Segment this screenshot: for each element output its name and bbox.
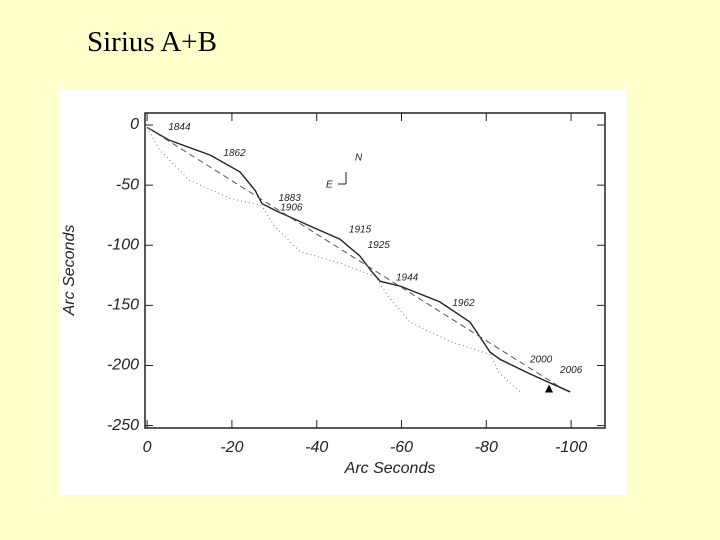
slide-title: Sirius A+B: [87, 26, 217, 58]
triangle-marker: [545, 384, 554, 393]
year-label: 2006: [559, 365, 583, 376]
plot-frame: [144, 112, 606, 429]
year-label: 1915: [349, 224, 372, 235]
x-tick-label: -60: [390, 439, 413, 456]
year-label: 2000: [529, 355, 553, 366]
year-label: 1962: [452, 298, 475, 309]
year-label: 1944: [396, 272, 419, 283]
compass-n-label: N: [355, 153, 363, 164]
y-tick-label: -150: [107, 297, 139, 314]
y-axis-label: Arc Seconds: [61, 225, 78, 317]
year-label: 1925: [368, 240, 391, 251]
year-label: 1844: [168, 122, 191, 133]
x-tick-label: -20: [220, 439, 243, 456]
year-label: 1883: [279, 193, 302, 204]
orbit-line: [146, 127, 561, 388]
year-label: 1906: [280, 203, 303, 214]
orbit-line: [146, 126, 571, 393]
y-tick-label: -100: [107, 236, 139, 253]
x-tick-label: -80: [475, 439, 498, 456]
x-tick-label: -100: [555, 439, 587, 456]
x-tick-label: -40: [305, 439, 328, 456]
y-tick-label: -250: [107, 417, 139, 434]
y-tick-label: -200: [107, 357, 139, 374]
x-tick-label: 0: [143, 439, 152, 456]
compass-e-label: E: [326, 180, 333, 191]
y-tick-label: 0: [130, 116, 139, 133]
x-axis-label: Arc Seconds: [344, 460, 436, 477]
y-tick-label: -50: [116, 176, 139, 193]
year-label: 1862: [223, 148, 246, 159]
